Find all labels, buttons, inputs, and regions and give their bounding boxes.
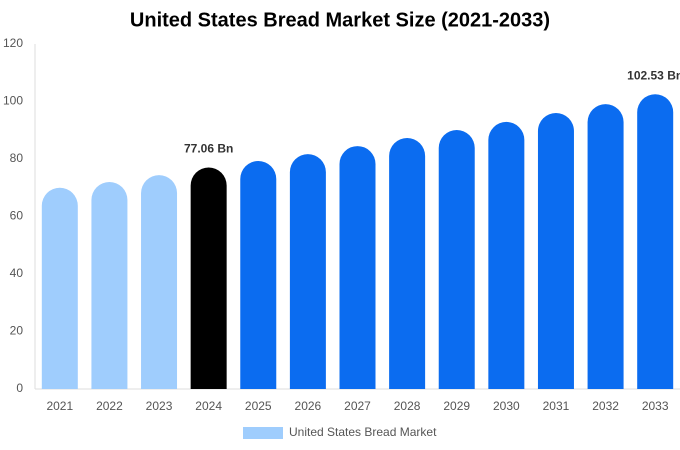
legend-swatch — [243, 427, 283, 439]
y-tick-label: 20 — [10, 324, 24, 338]
y-tick-label: 120 — [3, 36, 23, 50]
x-tick-label: 2033 — [642, 399, 669, 413]
x-tick-label: 2024 — [195, 399, 222, 413]
legend-label: United States Bread Market — [289, 425, 437, 439]
x-tick-label: 2030 — [493, 399, 520, 413]
x-tick-label: 2022 — [96, 399, 123, 413]
bar — [339, 146, 376, 389]
x-tick-label: 2026 — [295, 399, 322, 413]
value-label: 102.53 Bn — [627, 68, 680, 82]
x-tick-label: 2023 — [146, 399, 173, 413]
x-tick-label: 2021 — [46, 399, 73, 413]
y-tick-label: 80 — [10, 151, 24, 165]
y-tick-label: 0 — [16, 381, 23, 395]
bar — [438, 129, 475, 389]
bar — [587, 104, 624, 390]
bar — [240, 161, 277, 389]
x-tick-label: 2025 — [245, 399, 272, 413]
y-tick-label: 100 — [3, 94, 23, 108]
x-tick-label: 2027 — [344, 399, 371, 413]
bar — [41, 187, 78, 389]
chart-title: United States Bread Market Size (2021-20… — [130, 9, 550, 31]
bar — [190, 167, 227, 389]
bar — [389, 138, 426, 389]
y-tick-label: 40 — [10, 266, 24, 280]
x-tick-label: 2029 — [443, 399, 470, 413]
value-label: 77.06 Bn — [184, 142, 233, 156]
bar — [537, 113, 574, 389]
bar — [289, 154, 326, 389]
bar — [141, 175, 178, 389]
x-tick-label: 2032 — [592, 399, 619, 413]
bar — [91, 182, 128, 389]
bar — [488, 121, 525, 389]
bar — [637, 94, 674, 389]
x-tick-label: 2031 — [543, 399, 570, 413]
x-tick-label: 2028 — [394, 399, 421, 413]
y-tick-label: 60 — [10, 209, 24, 223]
